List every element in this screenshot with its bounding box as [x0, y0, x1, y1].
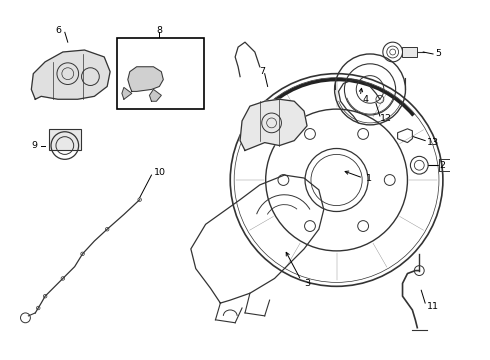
Text: 11: 11 — [427, 302, 439, 311]
Polygon shape — [122, 87, 132, 99]
Text: 1: 1 — [366, 174, 372, 183]
Bar — [401, 47, 417, 57]
Text: 4: 4 — [362, 95, 368, 104]
Bar — [49, 129, 80, 150]
Text: 2: 2 — [439, 161, 445, 170]
Text: 3: 3 — [304, 279, 310, 288]
Text: 5: 5 — [435, 49, 441, 58]
Text: 12: 12 — [380, 114, 392, 123]
Text: 8: 8 — [156, 26, 162, 35]
Bar — [117, 38, 204, 109]
Polygon shape — [31, 50, 110, 99]
Text: 9: 9 — [31, 141, 37, 150]
Text: 7: 7 — [259, 67, 265, 76]
Text: 10: 10 — [153, 168, 166, 177]
Polygon shape — [240, 99, 307, 150]
Text: 13: 13 — [427, 138, 439, 147]
Polygon shape — [128, 67, 163, 91]
Polygon shape — [149, 89, 161, 101]
Text: 6: 6 — [55, 26, 61, 35]
